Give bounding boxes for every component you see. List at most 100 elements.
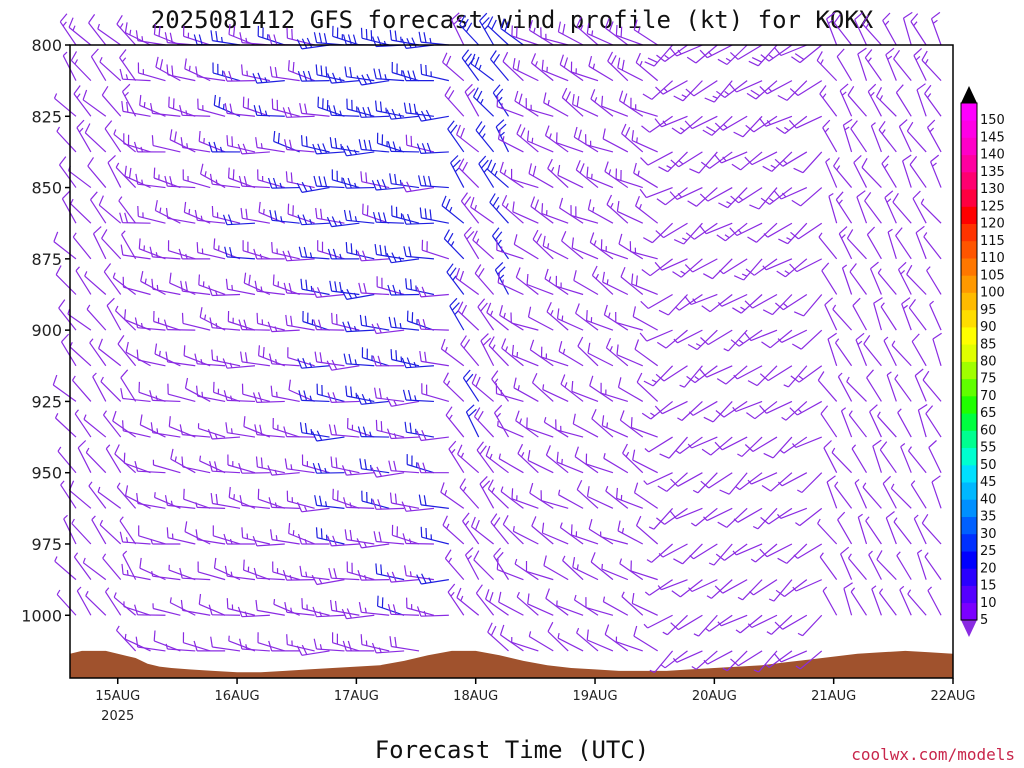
wind-barb <box>119 68 151 82</box>
wind-barb <box>617 520 644 545</box>
wind-barb <box>766 614 793 635</box>
wind-barb <box>371 466 405 478</box>
wind-barb <box>902 154 912 188</box>
wind-barb <box>776 258 808 278</box>
wind-barb <box>416 573 449 585</box>
colorbar-label: 40 <box>980 492 997 507</box>
wind-barb <box>672 258 703 278</box>
wind-barb <box>605 485 629 509</box>
wind-barb <box>196 242 226 260</box>
wind-barb <box>271 98 300 117</box>
wind-barb <box>119 516 137 545</box>
wind-barb <box>556 600 584 616</box>
wind-barb <box>516 124 539 153</box>
wind-barb <box>572 94 599 117</box>
wind-barb <box>421 239 450 260</box>
wind-barb <box>419 207 449 224</box>
wind-barb <box>879 588 897 616</box>
wind-barb <box>657 472 688 492</box>
wind-barb <box>267 321 300 333</box>
wind-barb <box>84 271 107 295</box>
wind-barb <box>511 25 539 46</box>
wind-barb <box>470 197 494 224</box>
colorbar-label: 75 <box>980 372 997 387</box>
wind-barb <box>458 158 480 188</box>
wind-barb <box>296 644 330 656</box>
wind-barb <box>153 310 181 331</box>
wind-barb <box>561 87 584 117</box>
wind-barb <box>777 543 808 564</box>
wind-barb <box>120 388 151 403</box>
wind-barb <box>374 387 405 403</box>
wind-barb <box>606 194 629 224</box>
wind-barb <box>212 62 241 82</box>
wind-barb <box>744 293 778 309</box>
wind-barb <box>585 453 614 474</box>
wind-barb <box>930 11 942 46</box>
wind-barb <box>167 240 196 260</box>
wind-barb <box>71 518 92 545</box>
wind-barb <box>791 44 823 64</box>
wind-barb <box>789 80 823 97</box>
wind-barb <box>135 173 166 189</box>
wind-barb <box>297 214 330 226</box>
wind-barb <box>768 579 793 602</box>
wind-barb <box>238 319 270 331</box>
wind-barb <box>405 278 435 296</box>
wind-barb <box>877 411 897 438</box>
wind-barb <box>532 229 554 260</box>
wind-barb <box>585 597 614 616</box>
wind-barb <box>789 258 823 273</box>
wind-barb <box>909 156 927 188</box>
wind-barb <box>925 405 942 438</box>
wind-barb <box>195 529 226 545</box>
wind-barb <box>882 475 897 509</box>
wind-barb <box>442 52 465 82</box>
wind-barb <box>296 501 330 513</box>
wind-barb <box>226 598 256 616</box>
wind-barb <box>930 154 942 188</box>
wind-barb <box>693 614 718 637</box>
wind-barb <box>501 195 524 224</box>
wind-barb <box>226 135 256 153</box>
wind-barb <box>103 410 122 438</box>
wind-barb <box>88 481 107 509</box>
wind-barb <box>854 478 868 509</box>
wind-barb <box>417 462 449 474</box>
wind-barb <box>719 472 748 495</box>
wind-barb <box>386 428 420 440</box>
wind-barb <box>270 529 300 545</box>
colorbar-label: 55 <box>980 441 997 456</box>
wind-barb <box>282 570 315 581</box>
wind-barb <box>604 624 629 652</box>
colorbar-swatch <box>961 223 977 242</box>
wind-barb <box>497 272 524 296</box>
wind-barb <box>194 353 226 367</box>
wind-barb <box>571 237 599 260</box>
wind-barb <box>210 636 241 652</box>
wind-barb <box>227 310 256 331</box>
colorbar-swatch <box>961 120 977 138</box>
wind-barb <box>302 310 330 331</box>
wind-barb <box>420 63 449 82</box>
wind-barb <box>475 584 495 616</box>
colorbar-swatch <box>961 137 977 156</box>
wind-barb <box>70 198 92 224</box>
wind-barb <box>540 490 569 509</box>
wind-barb <box>679 365 703 388</box>
wind-barb <box>640 293 673 310</box>
wind-barb <box>121 563 151 581</box>
wind-barb <box>857 47 868 81</box>
wind-barb <box>457 444 480 474</box>
wind-barb <box>890 483 912 509</box>
wind-barb <box>759 365 793 382</box>
wind-barb <box>149 246 181 260</box>
wind-barb <box>617 57 644 82</box>
wind-barb <box>460 335 480 367</box>
wind-barb <box>59 156 77 188</box>
wind-barb <box>357 570 390 581</box>
wind-barb <box>479 475 495 509</box>
wind-barb <box>556 132 584 153</box>
wind-barb <box>402 70 434 82</box>
wind-barb <box>257 488 285 509</box>
